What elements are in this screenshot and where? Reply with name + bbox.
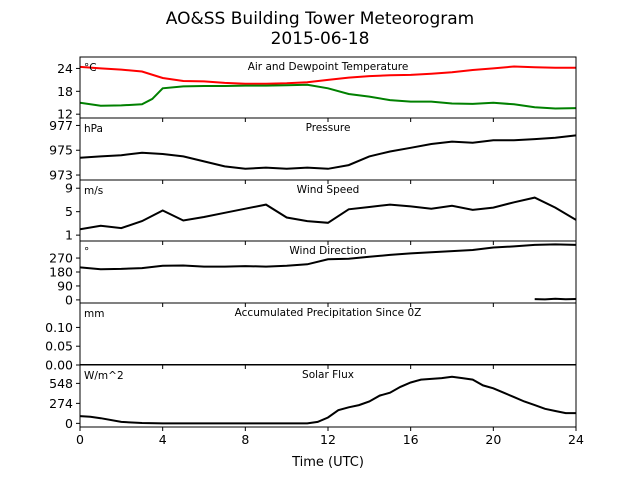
series-line-1-1 bbox=[80, 65, 576, 85]
y-tick-label: 5 bbox=[65, 204, 73, 219]
series-line-3-1 bbox=[80, 196, 576, 231]
y-tick-label: 9 bbox=[65, 181, 73, 196]
figure-subtitle: 2015-06-18 bbox=[271, 29, 370, 49]
y-tick-label: 18 bbox=[57, 84, 73, 99]
y-tick-label: 24 bbox=[57, 61, 73, 76]
x-tick-label: 0 bbox=[76, 432, 84, 447]
panel-title: Air and Dewpoint Temperature bbox=[248, 61, 409, 73]
y-tick-label: 90 bbox=[57, 278, 73, 293]
x-tick-label: 20 bbox=[485, 432, 501, 447]
y-tick-label: 973 bbox=[49, 168, 73, 183]
series-line-4-2 bbox=[534, 297, 576, 301]
y-tick-label: 12 bbox=[57, 107, 73, 122]
x-tick-label: 12 bbox=[320, 432, 336, 447]
x-tick-label: 16 bbox=[403, 432, 419, 447]
y-tick-label: 180 bbox=[49, 265, 73, 280]
panel-title: Pressure bbox=[306, 122, 351, 134]
panel-unit-label: ° bbox=[84, 246, 89, 258]
series-line-1-2 bbox=[80, 83, 576, 110]
figure-title: AO&SS Building Tower Meteorogram bbox=[166, 9, 474, 29]
panel-title: Accumulated Precipitation Since 0Z bbox=[235, 307, 422, 319]
series-line-2-1 bbox=[80, 134, 576, 170]
panel-unit-label: W/m^2 bbox=[84, 370, 124, 382]
y-tick-label: 274 bbox=[49, 396, 73, 411]
y-tick-label: 1 bbox=[65, 228, 73, 243]
x-tick-label: 4 bbox=[159, 432, 167, 447]
panel-title: Wind Speed bbox=[297, 184, 360, 196]
series-line-6-1 bbox=[80, 375, 576, 425]
y-tick-label: 0.10 bbox=[45, 320, 73, 335]
panel-unit-label: mm bbox=[84, 308, 104, 320]
y-tick-label: 0.05 bbox=[45, 339, 73, 354]
y-tick-label: 975 bbox=[49, 143, 73, 158]
panel-unit-label: m/s bbox=[84, 185, 103, 197]
x-tick-label: 8 bbox=[241, 432, 249, 447]
y-tick-label: 270 bbox=[49, 251, 73, 266]
panel-title: Solar Flux bbox=[302, 369, 354, 381]
x-axis-label: Time (UTC) bbox=[291, 455, 364, 470]
panel-unit-label: hPa bbox=[84, 123, 103, 135]
y-tick-label: 548 bbox=[49, 376, 73, 391]
series-line-4-1 bbox=[80, 243, 576, 271]
panel-title: Wind Direction bbox=[289, 245, 366, 257]
y-tick-label: 977 bbox=[49, 118, 73, 133]
y-tick-label: 0 bbox=[65, 292, 73, 307]
panel-unit-label: °C bbox=[84, 62, 97, 74]
x-tick-label: 24 bbox=[568, 432, 584, 447]
y-tick-label: 0.00 bbox=[45, 358, 73, 373]
y-tick-label: 0 bbox=[65, 416, 73, 431]
